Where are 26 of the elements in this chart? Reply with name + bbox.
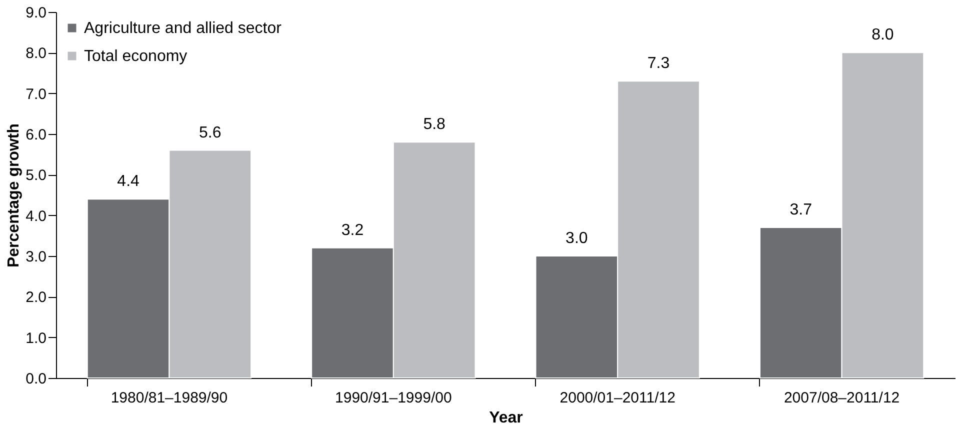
data-label: 3.7	[790, 202, 812, 219]
data-label: 8.0	[872, 26, 894, 44]
y-tick-label: 2.0	[26, 289, 46, 306]
y-tick-label: 4.0	[26, 208, 46, 225]
y-tick-label: 8.0	[26, 45, 46, 62]
data-label: 3.0	[566, 230, 588, 247]
y-tick-label: 0.0	[26, 370, 46, 388]
y-tick-label: 1.0	[26, 330, 46, 347]
x-tick-label: 1990/91–1999/00	[335, 390, 452, 406]
data-label: 3.2	[341, 222, 364, 239]
y-tick-label: 6.0	[26, 126, 46, 144]
x-tick-label: 2000/01–2011/12	[560, 390, 676, 406]
x-tick-label: 1980/81–1989/90	[110, 390, 228, 406]
y-axis-title: Percentage growth	[6, 123, 23, 268]
data-label: 4.4	[117, 173, 140, 190]
y-tick-label: 9.0	[26, 4, 46, 22]
y-tick-label: 7.0	[26, 86, 46, 103]
data-label: 5.8	[423, 116, 446, 134]
x-axis-title: Year	[489, 410, 523, 426]
data-label: 5.6	[199, 124, 222, 142]
legend-label: Agriculture and allied sector	[84, 20, 282, 37]
y-tick-label: 3.0	[26, 248, 46, 266]
data-label: 7.3	[647, 55, 670, 72]
legend-label: Total economy	[84, 48, 188, 65]
x-tick-label: 2007/08–2011/12	[784, 390, 900, 406]
y-tick-label: 5.0	[26, 167, 46, 184]
